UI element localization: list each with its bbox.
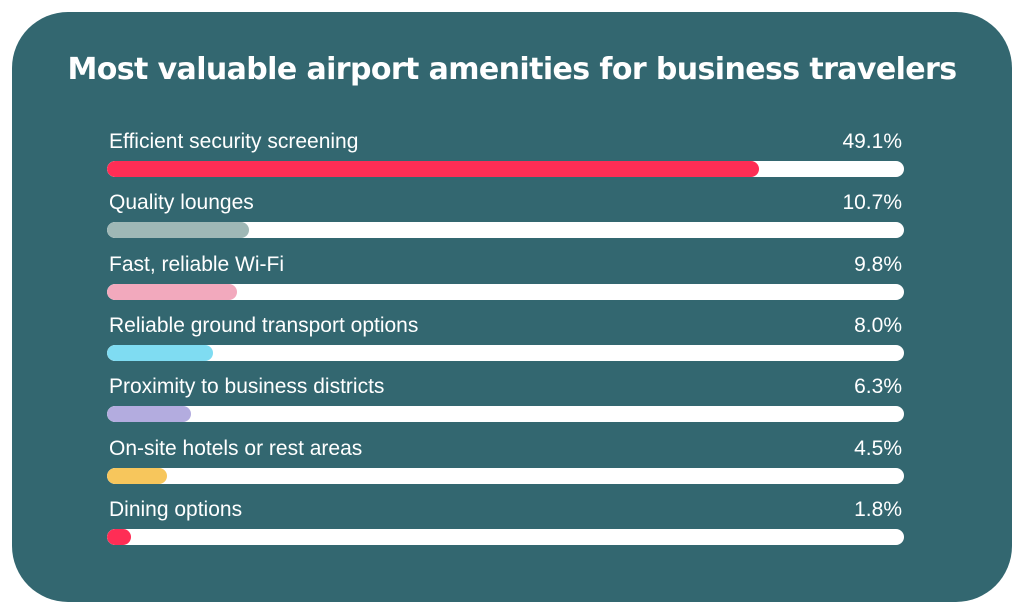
bar-row: Dining options 1.8% [107, 496, 904, 548]
bar-label: On-site hotels or rest areas [109, 436, 363, 460]
bar [107, 222, 250, 239]
bar-track [107, 344, 904, 361]
bar-row: Reliable ground transport options 8.0% [107, 312, 904, 364]
bar-label: Reliable ground transport options [109, 313, 419, 337]
bar-track [107, 283, 904, 300]
bar-value-label: 9.8% [854, 252, 902, 276]
bar-value-label: 4.5% [854, 436, 902, 460]
bar [107, 283, 238, 300]
chart-card [12, 12, 1012, 602]
bar [107, 528, 131, 545]
bar [107, 406, 191, 423]
bar [107, 467, 167, 484]
bar-row: On-site hotels or rest areas 4.5% [107, 435, 904, 487]
bar-value-label: 49.1% [842, 130, 902, 153]
bar-track [107, 467, 904, 484]
bar-label: Proximity to business districts [109, 375, 385, 399]
bar-track [107, 528, 904, 545]
bar-row: Efficient security screening 49.1% [107, 128, 904, 180]
bar-label: Dining options [109, 497, 243, 521]
bar [107, 161, 760, 177]
bar-track [107, 222, 904, 239]
bar-row: Proximity to business districts 6.3% [107, 373, 904, 425]
bar-label: Fast, reliable Wi-Fi [109, 252, 285, 276]
bar-track [107, 161, 904, 177]
bar-track [107, 406, 904, 423]
bar [107, 344, 214, 361]
bar-value-label: 8.0% [854, 313, 902, 337]
bar-chart: Efficient security screening 49.1% Quality… [107, 128, 904, 548]
bar-value-label: 1.8% [854, 497, 902, 521]
bar-value-label: 10.7% [842, 191, 902, 215]
bar-row: Quality lounges 10.7% [107, 189, 904, 241]
bar-value-label: 6.3% [854, 375, 902, 399]
bar-label: Quality lounges [109, 191, 254, 215]
bar-label: Efficient security screening [109, 130, 359, 153]
chart-title: Most valuable airport amenities for busi… [67, 52, 958, 87]
bar-row: Fast, reliable Wi-Fi 9.8% [107, 251, 904, 303]
